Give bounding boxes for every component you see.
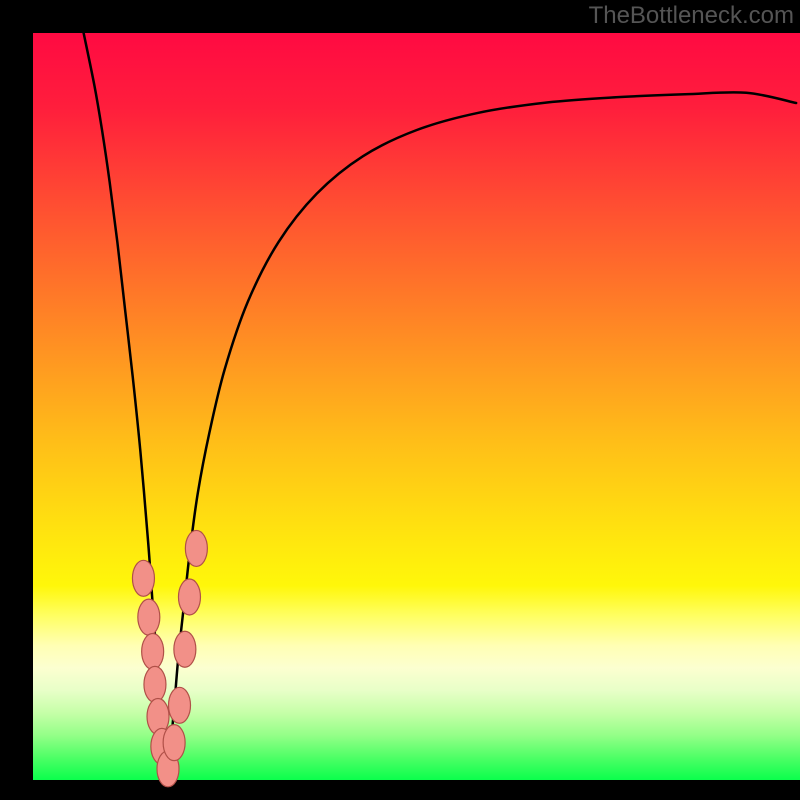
data-marker bbox=[138, 599, 160, 635]
bottleneck-chart bbox=[0, 0, 800, 800]
data-marker bbox=[142, 634, 164, 670]
data-marker bbox=[185, 530, 207, 566]
data-marker bbox=[178, 579, 200, 615]
chart-container: TheBottleneck.com bbox=[0, 0, 800, 800]
data-marker bbox=[163, 725, 185, 761]
data-marker bbox=[169, 687, 191, 723]
watermark-text: TheBottleneck.com bbox=[589, 2, 794, 30]
data-marker bbox=[174, 631, 196, 667]
data-marker bbox=[144, 666, 166, 702]
data-marker bbox=[132, 560, 154, 596]
